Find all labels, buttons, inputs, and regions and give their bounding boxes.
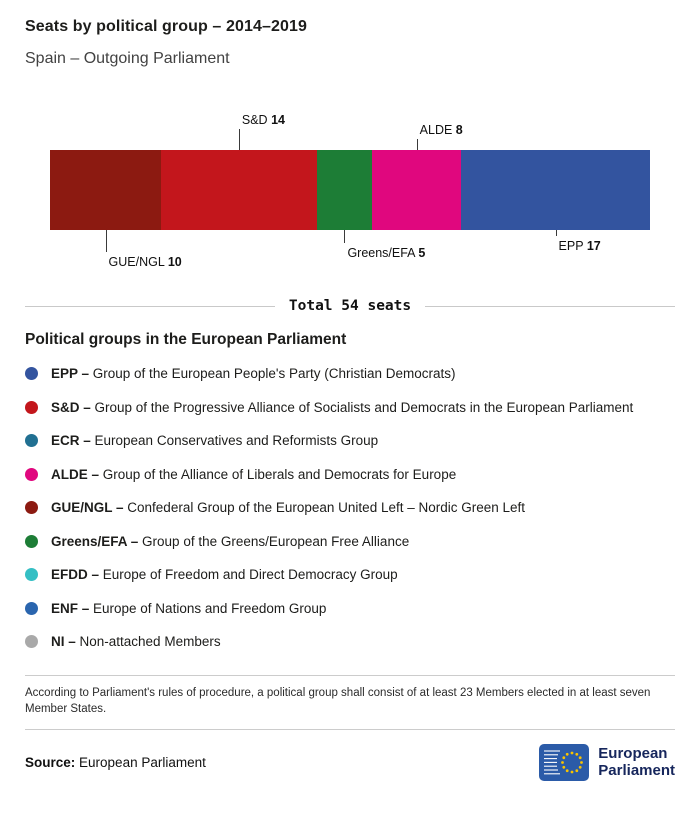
callout-tick-greens-efa xyxy=(344,230,345,243)
note-text: According to Parliament's rules of proce… xyxy=(25,685,675,718)
page-title: Seats by political group – 2014–2019 xyxy=(25,18,675,36)
source-line: Source: European Parliament xyxy=(25,755,206,770)
legend-item-alde: ALDE – Group of the Alliance of Liberals… xyxy=(25,458,675,492)
legend-label-ecr: ECR – European Conservatives and Reformi… xyxy=(51,433,378,448)
legend-list: EPP – Group of the European People's Par… xyxy=(25,357,675,659)
legend-title: Political groups in the European Parliam… xyxy=(25,331,675,349)
legend-item-gue-ngl: GUE/NGL – Confederal Group of the Europe… xyxy=(25,491,675,525)
source-label: Source: xyxy=(25,755,75,770)
ep-logo-line2: Parliament xyxy=(598,762,675,779)
legend-dot-efdd xyxy=(25,568,38,581)
legend-item-enf: ENF – Europe of Nations and Freedom Grou… xyxy=(25,592,675,626)
legend-dot-gue-ngl xyxy=(25,501,38,514)
ep-logo-line1: European xyxy=(598,745,675,762)
bar-segment-epp xyxy=(461,150,650,230)
european-parliament-logo: European Parliament xyxy=(539,744,675,781)
bar-segment-s-d xyxy=(161,150,317,230)
callout-tick-s-d xyxy=(239,129,240,150)
callout-label-alde: ALDE 8 xyxy=(417,124,463,137)
legend-dot-enf xyxy=(25,602,38,615)
footer: Source: European Parliament xyxy=(25,744,675,781)
legend-item-ecr: ECR – European Conservatives and Reformi… xyxy=(25,424,675,458)
legend-label-greens-efa: Greens/EFA – Group of the Greens/Europea… xyxy=(51,534,409,549)
legend-item-epp: EPP – Group of the European People's Par… xyxy=(25,357,675,391)
bar-segment-gue-ngl xyxy=(50,150,161,230)
callouts-bottom: GUE/NGL 10 Greens/EFA 5 EPP 17 xyxy=(50,230,650,284)
callout-tick-alde xyxy=(417,139,418,150)
legend-label-enf: ENF – Europe of Nations and Freedom Grou… xyxy=(51,601,326,616)
stacked-bar xyxy=(50,150,650,230)
legend-dot-ecr xyxy=(25,434,38,447)
callout-label-gue-ngl: GUE/NGL 10 xyxy=(106,256,182,269)
ep-flag-icon xyxy=(539,744,589,781)
total-row: Total 54 seats xyxy=(25,298,675,314)
total-seats-label: Total 54 seats xyxy=(275,298,425,314)
ep-logo-text: European Parliament xyxy=(598,745,675,780)
callout-gue-ngl: GUE/NGL 10 xyxy=(106,230,182,269)
legend-dot-alde xyxy=(25,468,38,481)
callout-epp: EPP 17 xyxy=(556,230,601,253)
legend-item-greens-efa: Greens/EFA – Group of the Greens/Europea… xyxy=(25,525,675,559)
legend-label-alde: ALDE – Group of the Alliance of Liberals… xyxy=(51,467,456,482)
callout-label-epp: EPP 17 xyxy=(556,240,601,253)
page-subtitle: Spain – Outgoing Parliament xyxy=(25,50,675,68)
bottom-rule xyxy=(25,729,675,730)
legend-label-ni: NI – Non-attached Members xyxy=(51,634,221,649)
callout-label-s-d: S&D 14 xyxy=(239,114,285,127)
callout-tick-epp xyxy=(556,230,557,236)
legend-label-epp: EPP – Group of the European People's Par… xyxy=(51,366,456,381)
bar-segment-greens-efa xyxy=(317,150,373,230)
callout-greens-efa: Greens/EFA 5 xyxy=(344,230,425,260)
legend-label-s-d: S&D – Group of the Progressive Alliance … xyxy=(51,400,633,415)
legend-item-ni: NI – Non-attached Members xyxy=(25,625,675,659)
legend-item-s-d: S&D – Group of the Progressive Alliance … xyxy=(25,391,675,425)
legend-item-efdd: EFDD – Europe of Freedom and Direct Demo… xyxy=(25,558,675,592)
callouts-top: S&D 14 ALDE 8 xyxy=(50,102,650,150)
callout-tick-gue-ngl xyxy=(106,230,107,252)
callout-s-d: S&D 14 xyxy=(239,114,285,151)
legend-dot-epp xyxy=(25,367,38,380)
seats-chart: S&D 14 ALDE 8 GUE/NGL 10 Greens/EFA 5 EPP 1… xyxy=(50,102,650,284)
note-block: According to Parliament's rules of proce… xyxy=(25,675,675,729)
callout-label-greens-efa: Greens/EFA 5 xyxy=(344,247,425,260)
legend-label-efdd: EFDD – Europe of Freedom and Direct Demo… xyxy=(51,567,398,582)
bar-segment-alde xyxy=(372,150,461,230)
legend-dot-s-d xyxy=(25,401,38,414)
callout-alde: ALDE 8 xyxy=(417,124,463,151)
legend-dot-ni xyxy=(25,635,38,648)
legend-label-gue-ngl: GUE/NGL – Confederal Group of the Europe… xyxy=(51,500,525,515)
total-rule-left xyxy=(25,306,275,307)
page: Seats by political group – 2014–2019 Spa… xyxy=(0,0,700,781)
source-value: European Parliament xyxy=(79,755,206,770)
total-rule-right xyxy=(425,306,675,307)
legend-dot-greens-efa xyxy=(25,535,38,548)
